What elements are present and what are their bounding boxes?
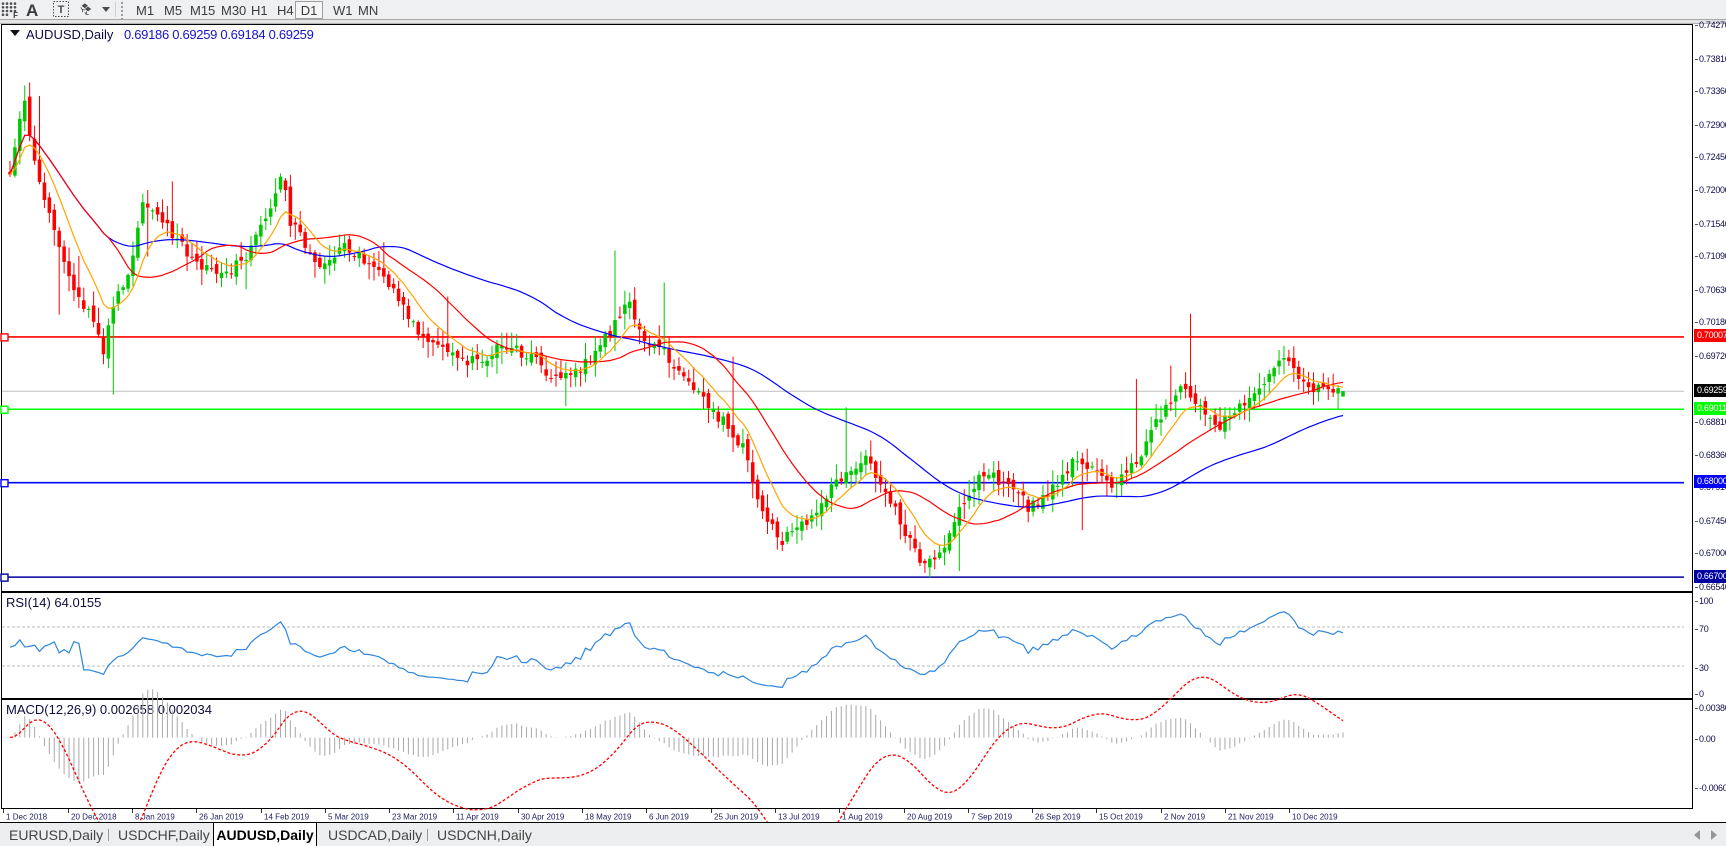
svg-text:T: T [58,4,65,16]
svg-text:F: F [13,11,18,20]
